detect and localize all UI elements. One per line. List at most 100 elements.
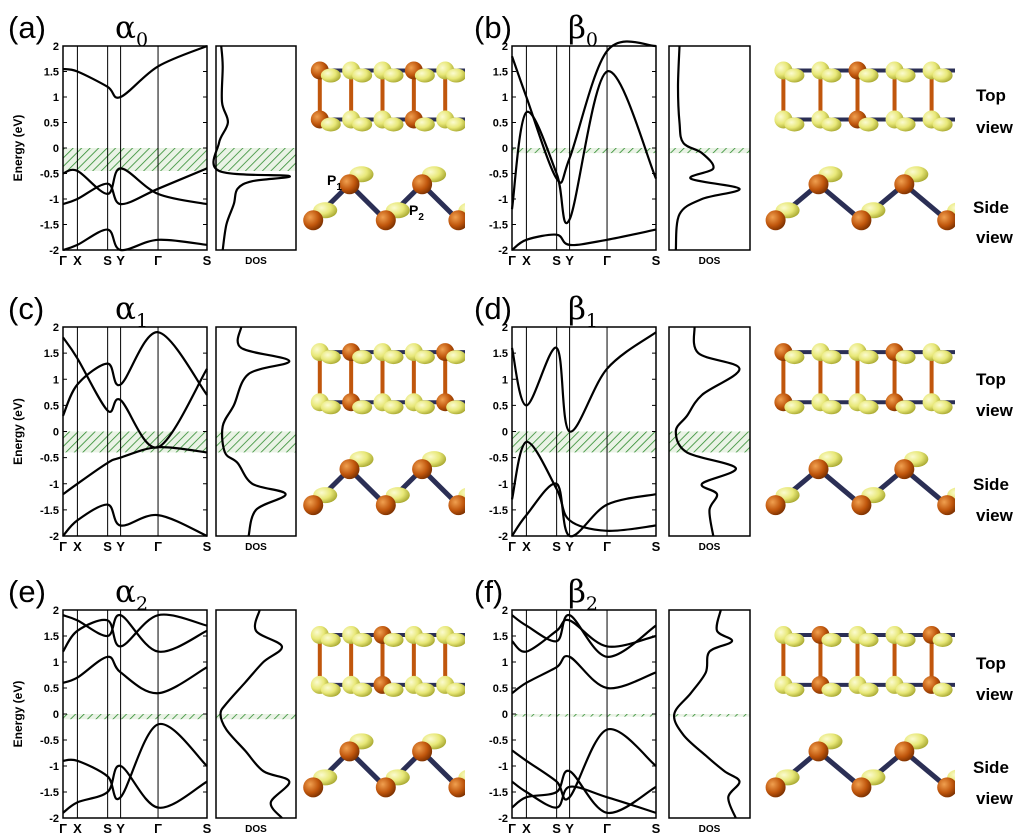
kpoint-label: Γ <box>59 539 67 554</box>
band-line <box>62 655 208 695</box>
orbital-lobe <box>352 400 373 415</box>
orbital-lobe <box>932 632 953 647</box>
y-tick-label: 0 <box>53 427 59 439</box>
y-tick-label: -0.5 <box>489 169 508 181</box>
y-tick-label: -0.5 <box>489 735 508 747</box>
atom-sphere <box>937 777 955 798</box>
orbital-lobe <box>895 350 916 365</box>
orbital-lobe <box>383 632 404 647</box>
top-view-label: Top <box>976 370 1006 389</box>
band-line <box>511 482 657 538</box>
orbital-lobe <box>932 682 953 697</box>
y-tick-label: -2 <box>49 245 59 257</box>
orbital-lobe <box>383 400 404 415</box>
orbital-lobe <box>970 350 990 364</box>
orbital-lobe <box>446 117 465 132</box>
kpoint-label: Γ <box>59 821 67 836</box>
y-tick-label: 2 <box>53 322 59 334</box>
dos-curve <box>672 609 741 819</box>
panel-label: (d) <box>474 291 512 326</box>
atom-sphere <box>960 343 978 361</box>
orbital-lobe <box>858 682 879 697</box>
atom-sphere <box>960 676 978 694</box>
dos-axis-label: DOS <box>699 824 721 835</box>
y-tick-label: 1 <box>502 92 508 104</box>
orbital-lobe <box>414 632 435 647</box>
band-line <box>62 228 208 252</box>
phase-subscript: 0 <box>586 29 598 51</box>
orbital-lobe <box>320 632 341 647</box>
y-axis-label: Energy (eV) <box>11 681 25 748</box>
orbital-lobe <box>895 400 916 415</box>
molecule-structure <box>303 625 465 798</box>
y-tick-label: 0.5 <box>493 683 508 695</box>
phase-name: β0 <box>568 10 598 51</box>
panel-label: (f) <box>474 574 503 609</box>
atom-sphere <box>468 110 486 128</box>
dos-gap-region <box>216 714 296 720</box>
y-axis-label: Energy (eV) <box>11 115 25 182</box>
band-line <box>62 44 208 99</box>
atom-sphere <box>468 61 486 79</box>
y-tick-label: -1.5 <box>40 787 59 799</box>
phase-subscript: 0 <box>136 29 148 51</box>
phase-subscript: 1 <box>136 310 148 332</box>
dos-axes-frame <box>215 609 297 819</box>
orbital-lobe <box>895 117 916 132</box>
band-line <box>62 503 208 538</box>
y-tick-label: 0.5 <box>44 400 59 412</box>
y-tick-label: -1.5 <box>489 220 508 232</box>
dos-gap-region <box>669 714 750 717</box>
band-line <box>511 228 657 251</box>
y-tick-label: -0.5 <box>40 453 59 465</box>
dos-curve <box>220 326 291 537</box>
y-tick-label: -1 <box>49 761 59 773</box>
orbital-lobe <box>821 400 842 415</box>
side-view-label-2: view <box>976 506 1014 525</box>
orbital-lobe <box>784 350 805 365</box>
band-gap-region <box>63 148 207 171</box>
dos-axis-label: DOS <box>245 256 267 267</box>
orbital-lobe <box>383 350 404 365</box>
dos-gap-region <box>669 148 750 154</box>
orbital-lobe <box>784 400 805 415</box>
atom-sphere <box>765 495 786 516</box>
kpoint-label: S <box>103 539 112 554</box>
panel-label: (b) <box>474 10 512 45</box>
y-tick-label: 0.5 <box>493 400 508 412</box>
band-line <box>510 70 657 224</box>
orbital-lobe <box>352 68 373 83</box>
band-gap-region <box>512 714 656 717</box>
atom-sphere <box>303 777 324 798</box>
kpoint-label: Y <box>116 253 125 268</box>
orbital-lobe <box>320 117 341 132</box>
orbital-lobe <box>414 400 435 415</box>
y-tick-label: 1.5 <box>493 67 508 79</box>
atom-sphere <box>808 741 829 762</box>
band-line <box>62 764 208 814</box>
kpoint-label: S <box>103 253 112 268</box>
atom-sphere <box>894 174 915 195</box>
y-tick-label: -2 <box>49 813 59 825</box>
atom-sphere <box>375 777 396 798</box>
orbital-lobe <box>414 350 435 365</box>
orbital-lobe <box>821 350 842 365</box>
band-line <box>61 331 208 417</box>
orbital-lobe <box>784 68 805 83</box>
panel-label: (e) <box>8 574 46 609</box>
orbital-lobe <box>414 68 435 83</box>
dos-axes-frame <box>668 326 751 537</box>
kpoint-label: Γ <box>603 821 611 836</box>
y-tick-label: -1 <box>498 761 508 773</box>
orbital-lobe <box>970 68 990 82</box>
y-tick-label: 0 <box>502 709 508 721</box>
molecule-structure <box>303 61 486 231</box>
atom-sphere <box>412 174 433 195</box>
orbital-lobe <box>895 68 916 83</box>
y-tick-label: -2 <box>49 531 59 543</box>
orbital-lobe <box>320 68 341 83</box>
atom-sphere <box>375 210 396 231</box>
